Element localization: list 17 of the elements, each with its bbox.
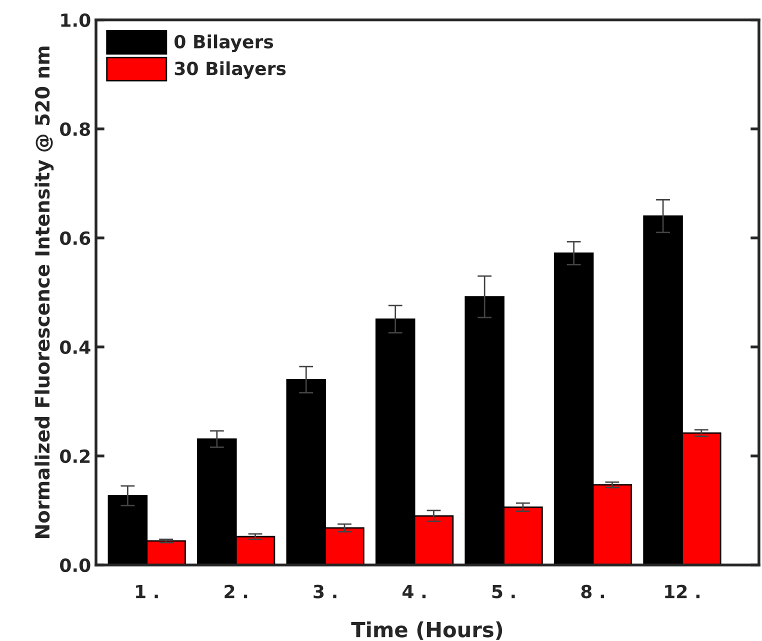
y-tick-label: 0.0 [60, 558, 90, 572]
y-tick-label: 0.6 [60, 231, 90, 246]
x-tick-label: 5 . [492, 584, 515, 598]
x-tick-label: 8 . [581, 584, 604, 598]
x-tick-label: 2 . [224, 584, 248, 598]
y-tick-label: 0.4 [60, 340, 90, 354]
y-tick-label: 0.2 [60, 449, 90, 464]
x-tick-label: 3 . [314, 584, 336, 598]
x-tick-label: 4 . [402, 584, 426, 598]
x-tick-label: 1 . [136, 584, 158, 598]
x-axis-title: Time (Hours) [351, 621, 502, 640]
y-tick-label: 0.8 [60, 122, 90, 136]
y-tick-label: 1.0 [61, 13, 90, 27]
y-axis-title: Normalized Fluorescence Intensity @ 520 nm [34, 46, 54, 538]
legend-label: 0 Bilayers [174, 34, 274, 52]
legend-label: 30 Bilayers [174, 61, 286, 79]
x-tick-label: 12 . [665, 584, 700, 598]
